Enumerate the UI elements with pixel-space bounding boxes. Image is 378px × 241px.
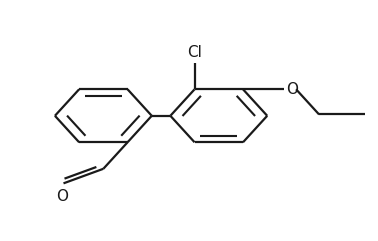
Text: O: O: [286, 82, 298, 97]
Text: O: O: [56, 189, 68, 204]
Text: Cl: Cl: [187, 45, 202, 60]
